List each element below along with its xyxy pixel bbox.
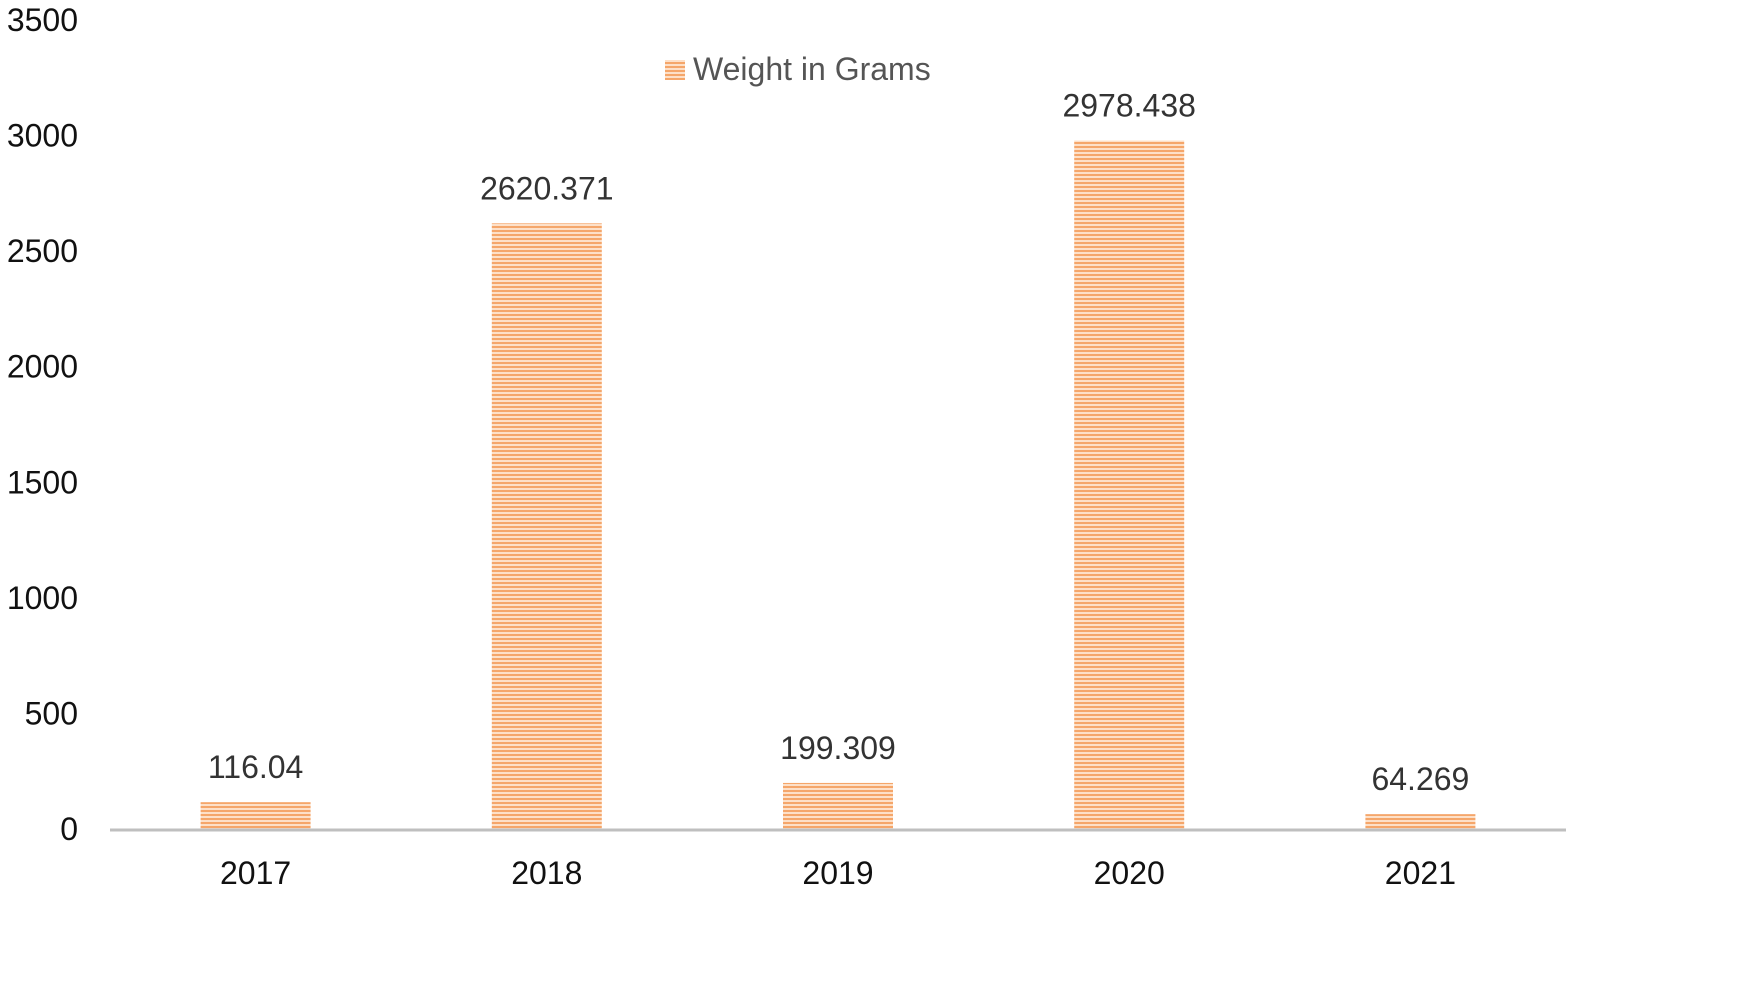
data-label-2018: 2620.371 — [480, 170, 613, 206]
y-tick-label: 2000 — [7, 349, 78, 385]
x-axis-ticks: 2017 2018 2019 2020 2021 — [220, 855, 1456, 891]
bar-2018 — [491, 223, 602, 830]
y-tick-label: 3000 — [7, 118, 78, 154]
bar-2017 — [200, 802, 311, 829]
y-tick-label: 500 — [25, 695, 78, 731]
x-tick-label-2021: 2021 — [1385, 855, 1456, 891]
data-label-2020: 2978.438 — [1062, 88, 1195, 124]
y-tick-label: 0 — [60, 811, 78, 847]
y-tick-label: 1500 — [7, 464, 78, 500]
legend-label: Weight in Grams — [693, 51, 931, 87]
data-label-2019: 199.309 — [780, 730, 896, 766]
y-axis-ticks: 0 500 1000 1500 2000 2500 3000 3500 — [7, 2, 78, 847]
x-tick-label-2018: 2018 — [511, 855, 582, 891]
bar-2020 — [1074, 140, 1185, 830]
x-tick-label-2017: 2017 — [220, 855, 291, 891]
x-tick-label-2019: 2019 — [802, 855, 873, 891]
y-tick-label: 3500 — [7, 2, 78, 38]
bar-2021 — [1365, 814, 1476, 829]
y-tick-label: 2500 — [7, 233, 78, 269]
data-label-2021: 64.269 — [1371, 761, 1469, 797]
data-label-2017: 116.04 — [208, 749, 304, 785]
bars — [200, 140, 1476, 830]
legend-swatch — [665, 60, 685, 80]
bar-2019 — [783, 782, 893, 829]
y-tick-label: 1000 — [7, 580, 78, 616]
x-tick-label-2020: 2020 — [1094, 855, 1165, 891]
legend: Weight in Grams — [665, 51, 931, 87]
data-labels: 116.04 2620.371 199.309 2978.438 64.269 — [208, 88, 1469, 798]
